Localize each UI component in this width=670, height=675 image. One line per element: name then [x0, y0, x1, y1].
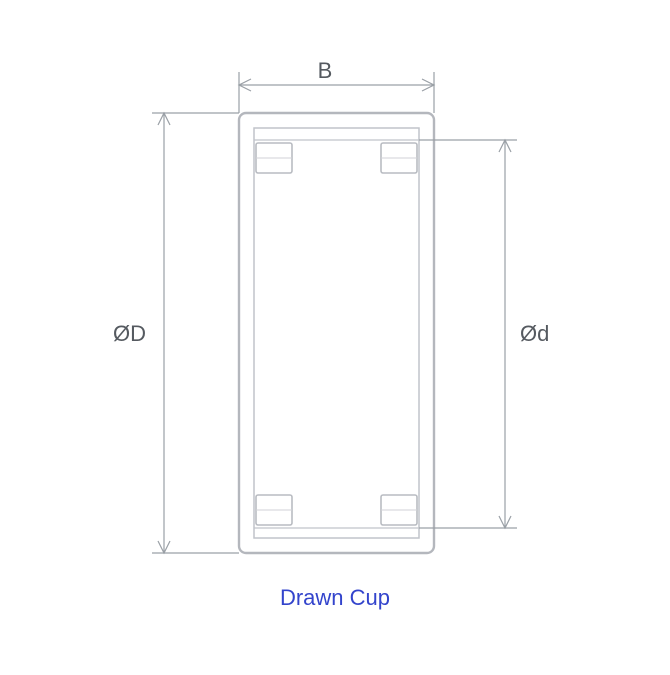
diagram-canvas: B ØD Ød Drawn Cup	[0, 0, 670, 670]
diagram-svg: B ØD Ød Drawn Cup	[0, 0, 670, 670]
inner-cavity	[254, 128, 419, 538]
dimension-B	[239, 72, 434, 113]
dimension-d-label: Ød	[520, 321, 549, 346]
bearing-section	[239, 113, 434, 553]
dimension-D	[152, 113, 239, 553]
caption-text: Drawn Cup	[280, 585, 390, 610]
outer-cup	[239, 113, 434, 553]
dimension-B-label: B	[318, 58, 333, 83]
dimension-D-label: ØD	[113, 321, 146, 346]
